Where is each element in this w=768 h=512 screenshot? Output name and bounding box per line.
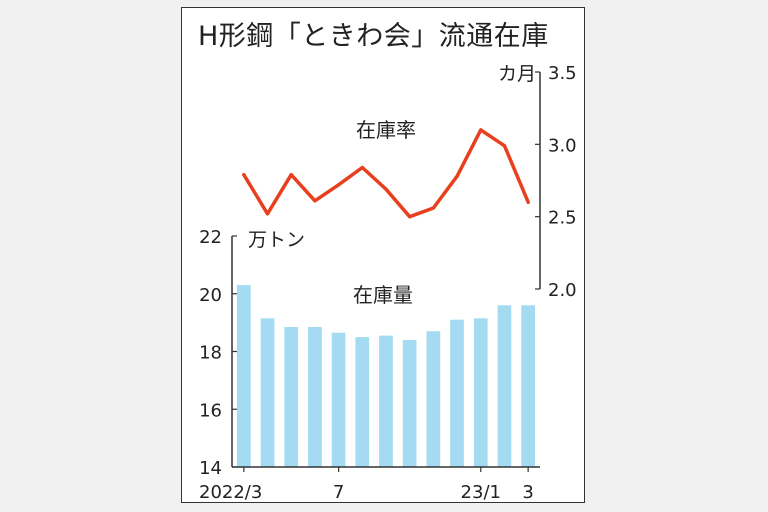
bar-2022/6	[308, 327, 322, 467]
line-unit-label: カ月	[498, 63, 536, 85]
right-y-tick-label: 2.5	[548, 208, 577, 229]
line-point-2022/4	[265, 212, 270, 216]
left-y-tick-label: 18	[199, 343, 222, 364]
line-point-2022/9	[384, 187, 388, 191]
left-y-tick-label: 14	[199, 458, 222, 479]
bar-2022/9	[379, 335, 393, 467]
line-point-2022/3	[242, 173, 246, 177]
x-tick-label: 23/1	[461, 482, 501, 503]
chart-title: H形鋼「ときわ会」流通在庫	[198, 21, 549, 52]
bar-2023/2	[497, 305, 512, 467]
line-point-2022/6	[313, 199, 317, 203]
line-series-label: 在庫率	[356, 118, 416, 142]
x-tick-label: 3	[522, 482, 533, 503]
left-y-tick-label: 16	[199, 400, 222, 421]
bar-series-label: 在庫量	[353, 283, 413, 307]
bar-unit-label: 万トン	[248, 229, 305, 251]
line-point-2022/8	[360, 165, 364, 170]
bar-2022/12	[450, 319, 464, 467]
line-point-2023/1	[479, 128, 483, 132]
bar-2022/7	[331, 332, 346, 467]
bar-2022/3	[237, 285, 251, 467]
bar-2023/1	[473, 318, 488, 467]
bar-2023/3	[521, 305, 535, 467]
line-series-inventory-ratio	[242, 128, 530, 219]
bar-2022/8	[355, 337, 370, 467]
right-y-tick-label: 3.0	[548, 135, 577, 156]
x-tick-label: 2022/3	[199, 482, 262, 503]
x-tick-label: 7	[333, 482, 344, 503]
bar-2022/10	[402, 340, 417, 467]
line-point-2022/7	[337, 183, 341, 187]
bar-2022/4	[260, 318, 275, 467]
line-point-2022/5	[289, 173, 293, 177]
line-point-2023/3	[526, 200, 530, 204]
left-y-tick-label: 22	[199, 227, 222, 248]
line-point-2022/10	[408, 215, 412, 219]
bar-2022/5	[284, 327, 299, 467]
line-point-2023/2	[502, 144, 507, 148]
right-y-tick-label: 3.5	[548, 63, 577, 84]
line-point-2022/11	[431, 206, 435, 210]
left-y-tick-label: 20	[199, 285, 222, 306]
bar-2022/11	[426, 331, 441, 467]
line-point-2022/12	[455, 174, 459, 178]
right-y-tick-label: 2.0	[548, 280, 577, 301]
